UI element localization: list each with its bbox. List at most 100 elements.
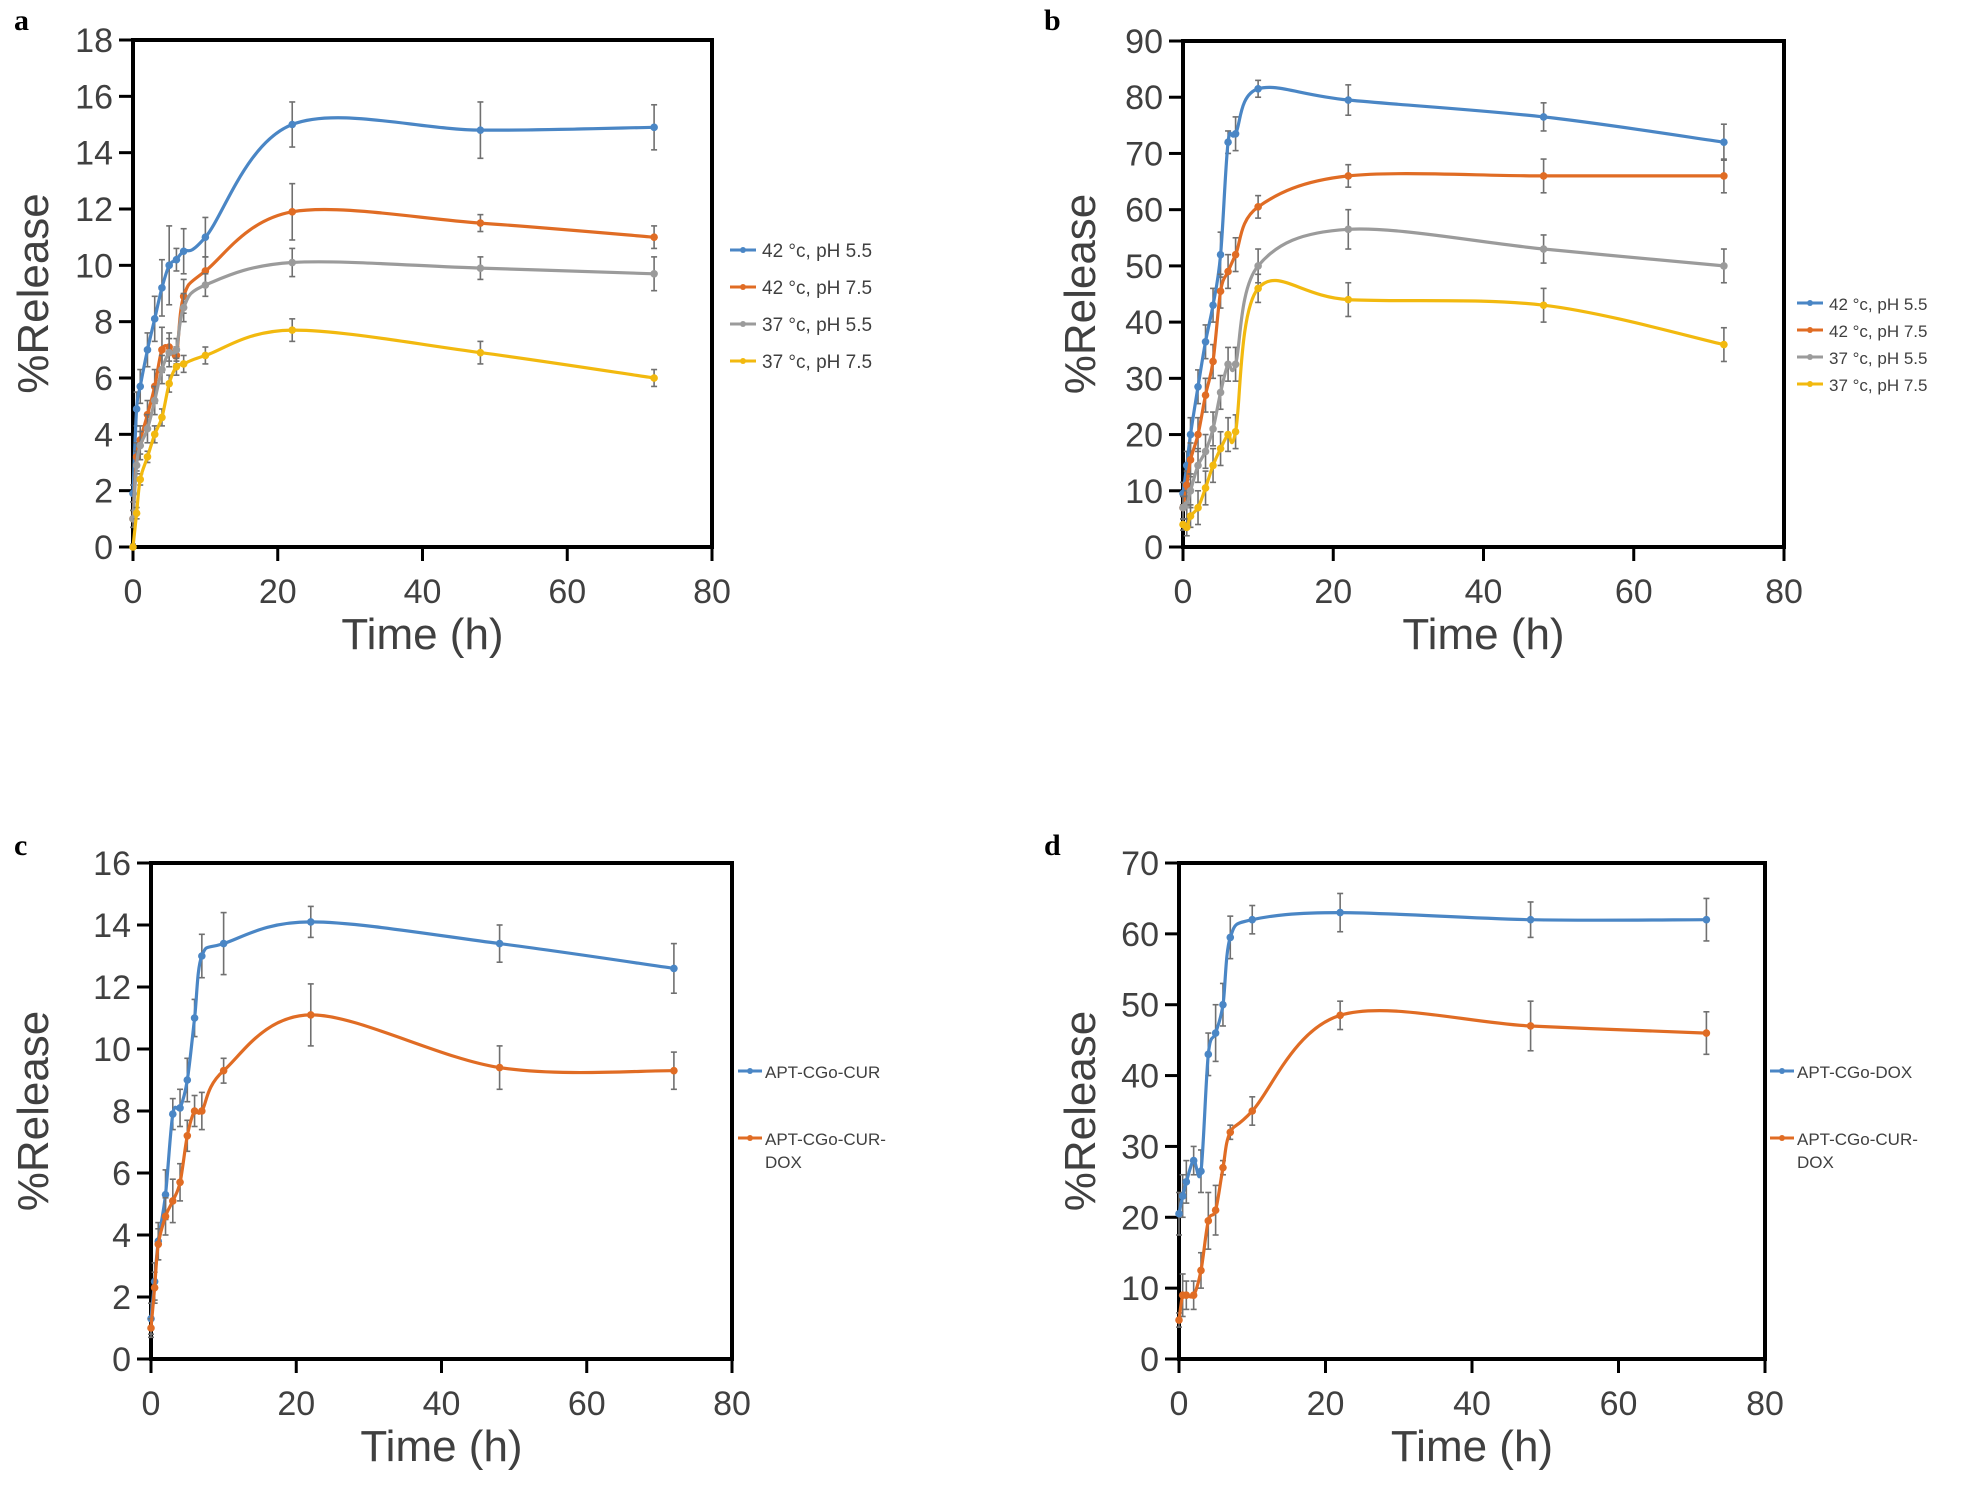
- data-point: [1539, 113, 1548, 121]
- data-point: [1209, 357, 1217, 366]
- x-tick-label: 60: [1615, 573, 1653, 611]
- data-point: [158, 346, 166, 354]
- legend-label: 42 °c, pH 5.5: [1829, 295, 1927, 314]
- data-point: [165, 261, 173, 270]
- data-point: [1720, 138, 1728, 146]
- x-axis-title: Time (h): [1402, 610, 1564, 659]
- data-point: [1194, 461, 1202, 470]
- plot-frame: [149, 861, 734, 1361]
- data-point: [136, 475, 145, 484]
- data-point: [1216, 388, 1225, 397]
- data-point: [1248, 1107, 1257, 1115]
- data-point: [1231, 250, 1240, 259]
- y-axis-title: %Release: [1056, 1011, 1105, 1212]
- data-point: [1211, 1029, 1220, 1037]
- data-point: [1189, 1156, 1198, 1165]
- data-point: [143, 453, 152, 461]
- legend-label: APT-CGo-DOX: [1797, 1063, 1912, 1082]
- x-tick-label: 80: [693, 573, 731, 611]
- legend-marker: [1779, 1135, 1785, 1141]
- data-point: [1254, 203, 1262, 211]
- y-tick-label: 50: [1125, 248, 1163, 286]
- y-tick-label: 10: [1121, 1270, 1159, 1308]
- legend: 42 °c, pH 5.5 42 °c, pH 7.5 37 °c, pH 5.5 3…: [730, 241, 872, 373]
- data-point: [476, 126, 485, 134]
- y-tick-label: 2: [94, 473, 113, 511]
- series-0: [129, 101, 658, 503]
- data-point: [143, 424, 152, 433]
- y-tick-label: 20: [1121, 1199, 1159, 1237]
- data-point: [1526, 915, 1535, 924]
- data-point: [183, 1132, 192, 1140]
- y-tick-label: 30: [1125, 360, 1163, 398]
- legend-label: 37 °c, pH 7.5: [762, 352, 872, 373]
- legend: 42 °c, pH 5.5 42 °c, pH 7.5 37 °c, pH 5.5 3…: [1797, 295, 1927, 395]
- data-point: [1194, 430, 1202, 439]
- legend-marker: [1807, 300, 1813, 306]
- data-point: [154, 1240, 163, 1249]
- data-point: [1194, 382, 1202, 391]
- y-tick-label: 50: [1121, 987, 1159, 1025]
- legend-item: 42 °c, pH 5.5: [730, 241, 872, 262]
- y-tick-label: 60: [1121, 916, 1159, 954]
- y-tick-label: 8: [112, 1093, 131, 1131]
- y-axis-title: %Release: [9, 193, 58, 394]
- chart-panel-b: b 0 10 20 30 40 50 60 70 80 90 0 20 40 60 80 Time (h) %Re…: [1044, 4, 1927, 659]
- data-point: [1182, 1291, 1191, 1300]
- series-3: [129, 318, 658, 551]
- legend-label: 42 °c, pH 7.5: [1829, 322, 1927, 341]
- x-tick-label: 20: [1307, 1385, 1345, 1423]
- data-point: [1189, 1291, 1198, 1300]
- y-tick-label: 70: [1121, 845, 1159, 883]
- x-tick-label: 40: [404, 573, 442, 611]
- data-point: [1344, 295, 1353, 304]
- data-point: [650, 374, 658, 382]
- y-tick-label: 0: [94, 529, 113, 567]
- data-point: [1539, 301, 1548, 310]
- data-point: [1182, 501, 1191, 509]
- data-point: [288, 208, 297, 216]
- y-tick-label: 4: [94, 416, 113, 454]
- data-point: [1254, 84, 1262, 93]
- data-point: [1182, 1178, 1191, 1186]
- x-tick-label: 80: [713, 1385, 751, 1423]
- x-tick-label: 40: [423, 1385, 461, 1423]
- data-point: [1720, 172, 1728, 180]
- y-tick-label: 90: [1125, 23, 1163, 61]
- data-point: [1226, 933, 1235, 942]
- y-tick-label: 0: [1144, 529, 1163, 567]
- y-tick-label: 16: [75, 78, 113, 116]
- legend-label: 37 °c, pH 7.5: [1829, 376, 1927, 395]
- series-0: [1175, 892, 1711, 1236]
- x-tick-label: 60: [548, 573, 586, 611]
- data-point: [288, 326, 297, 334]
- data-point: [1201, 447, 1210, 456]
- y-tick-label: 20: [1125, 417, 1163, 455]
- data-point: [158, 365, 166, 374]
- y-axis-title: %Release: [1056, 194, 1105, 395]
- data-point: [132, 461, 141, 470]
- data-point: [1209, 425, 1217, 433]
- legend-label: 37 °c, pH 5.5: [1829, 349, 1927, 368]
- data-point: [1344, 172, 1353, 180]
- x-tick-label: 60: [1600, 1385, 1638, 1423]
- data-point: [168, 1110, 177, 1118]
- data-point: [198, 1107, 206, 1115]
- panel-label: c: [14, 829, 27, 862]
- y-tick-label: 70: [1125, 135, 1163, 173]
- data-point: [306, 918, 315, 926]
- data-point: [1219, 1163, 1227, 1172]
- legend-label: 37 °c, pH 5.5: [762, 315, 872, 336]
- data-point: [219, 1066, 228, 1075]
- data-point: [1720, 262, 1728, 270]
- data-point: [1224, 138, 1232, 146]
- series-line: [1181, 85, 1725, 494]
- legend-label: APT-CGo-CUR: [765, 1063, 880, 1082]
- data-point: [198, 952, 206, 960]
- data-point: [1216, 250, 1225, 259]
- data-point: [1211, 1206, 1220, 1214]
- y-tick-label: 30: [1121, 1128, 1159, 1166]
- y-tick-label: 0: [112, 1341, 131, 1379]
- legend-item: APT-CGo-CUR- DOX: [1770, 1130, 1918, 1172]
